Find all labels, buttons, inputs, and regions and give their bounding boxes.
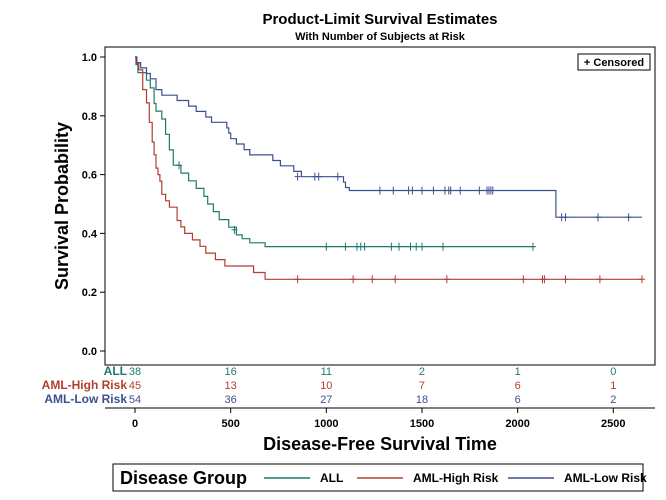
survival-curves — [135, 56, 645, 284]
x-tick-label: 2000 — [505, 418, 529, 430]
plot-frame — [104, 46, 656, 366]
censored-mark — [489, 186, 496, 195]
censored-mark — [350, 275, 357, 284]
x-tick-label: 500 — [221, 418, 239, 430]
censored-mark — [407, 242, 414, 251]
y-axis-label: Survival Probability — [52, 122, 72, 290]
chart-subtitle: With Number of Subjects at Risk — [295, 31, 466, 43]
y-tick-label: 1.0 — [82, 52, 97, 64]
legend-label: ALL — [320, 471, 343, 485]
censored-mark — [231, 225, 238, 234]
censored-legend-box — [577, 53, 651, 71]
censored-mark — [440, 242, 447, 251]
legend-title: Disease Group — [120, 468, 247, 488]
risk-count: 11 — [321, 366, 332, 378]
censored-mark — [294, 172, 301, 181]
risk-count: 7 — [419, 380, 425, 392]
risk-count: 18 — [416, 394, 428, 406]
censored-mark — [361, 242, 368, 251]
risk-row-label: AML-High Risk — [42, 378, 128, 392]
censored-mark — [529, 242, 536, 251]
censored-mark — [294, 275, 301, 284]
risk-count: 6 — [515, 380, 521, 392]
censored-mark — [369, 275, 376, 284]
series-line-1 — [135, 56, 642, 280]
censored-mark — [476, 186, 483, 195]
y-tick-label: 0.8 — [82, 111, 97, 123]
risk-count: 6 — [515, 394, 521, 406]
risk-count: 1 — [515, 366, 521, 378]
x-tick-label: 1000 — [314, 418, 338, 430]
risk-row-label: ALL — [104, 364, 127, 378]
risk-count: 38 — [129, 366, 141, 378]
risk-count: 0 — [610, 366, 616, 378]
censored-mark — [413, 242, 420, 251]
censored-mark — [541, 275, 548, 284]
censored-mark — [334, 172, 341, 181]
censored-mark — [562, 275, 569, 284]
censored-mark — [315, 172, 322, 181]
risk-count: 45 — [129, 380, 141, 392]
y-tick-label: 0.0 — [82, 346, 97, 358]
censored-mark — [457, 186, 464, 195]
censored-mark — [430, 186, 437, 195]
risk-count: 13 — [225, 380, 237, 392]
risk-count: 2 — [419, 366, 425, 378]
censored-mark — [639, 275, 645, 284]
censored-mark — [323, 242, 330, 251]
risk-count: 1 — [610, 380, 616, 392]
censored-mark — [594, 213, 601, 222]
censored-mark — [342, 242, 349, 251]
censored-mark — [176, 161, 183, 170]
censored-mark — [388, 242, 395, 251]
censored-mark — [562, 213, 569, 222]
censored-mark — [443, 275, 450, 284]
risk-row-label: AML-Low Risk — [44, 392, 127, 406]
censored-mark — [625, 213, 632, 222]
legend-label: AML-High Risk — [413, 471, 499, 485]
x-tick-label: 1500 — [410, 418, 434, 430]
censored-mark — [396, 242, 403, 251]
censored-legend-label: + Censored — [584, 57, 644, 69]
legend-items: ALL AML-High Risk AML-Low Risk — [264, 471, 647, 485]
censored-mark — [596, 275, 603, 284]
risk-count: 36 — [225, 394, 237, 406]
x-tick-label: 2500 — [601, 418, 625, 430]
legend-label: AML-Low Risk — [564, 471, 647, 485]
censored-mark — [447, 186, 454, 195]
censored-mark — [390, 186, 397, 195]
chart-title: Product-Limit Survival Estimates — [262, 11, 497, 28]
censored-mark — [520, 275, 527, 284]
censored-mark — [376, 186, 383, 195]
y-axis-ticks: 0.0 0.2 0.4 0.6 0.8 1.0 — [82, 52, 105, 358]
censored-mark — [418, 242, 425, 251]
risk-count: 10 — [320, 380, 332, 392]
risk-count: 54 — [129, 394, 141, 406]
y-tick-label: 0.6 — [82, 170, 97, 182]
risk-count: 2 — [610, 394, 616, 406]
y-tick-label: 0.2 — [82, 287, 97, 299]
risk-count: 27 — [320, 394, 332, 406]
x-axis-ticks: 0 500 1000 1500 2000 2500 — [132, 408, 626, 430]
series-line-0 — [135, 56, 535, 248]
risk-count: 16 — [225, 366, 237, 378]
censored-mark — [418, 186, 425, 195]
x-tick-label: 0 — [132, 418, 138, 430]
series-line-2 — [135, 56, 642, 218]
y-tick-label: 0.4 — [82, 228, 98, 240]
censored-mark — [409, 186, 416, 195]
censored-mark — [392, 275, 399, 284]
x-axis-label: Disease-Free Survival Time — [263, 434, 497, 454]
